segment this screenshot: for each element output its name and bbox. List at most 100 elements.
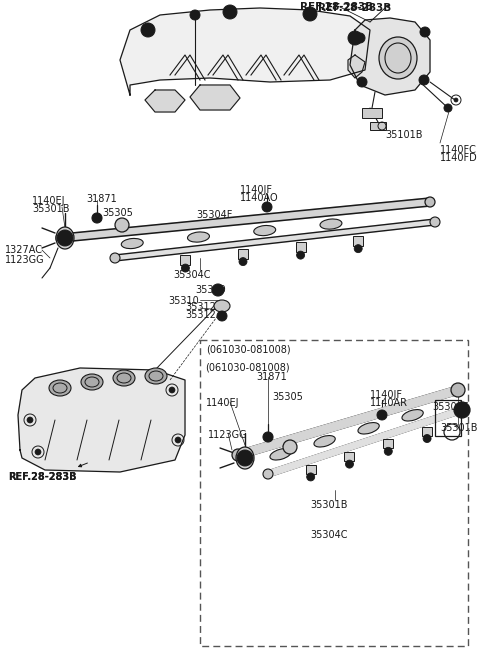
Circle shape [145, 27, 151, 33]
Circle shape [360, 79, 364, 85]
Ellipse shape [270, 449, 291, 460]
Bar [200, 340, 468, 646]
Text: REF.28-283B: REF.28-283B [318, 3, 391, 13]
Ellipse shape [49, 380, 71, 396]
Circle shape [454, 98, 458, 102]
Ellipse shape [188, 232, 209, 242]
Circle shape [237, 450, 253, 466]
Text: 1140AR: 1140AR [370, 398, 408, 408]
Text: 35301B: 35301B [32, 204, 70, 214]
Circle shape [217, 311, 227, 321]
Text: 1140FC: 1140FC [440, 145, 477, 155]
Bar [435, 400, 461, 436]
Circle shape [354, 245, 362, 253]
Circle shape [352, 35, 358, 41]
Text: 1140JF: 1140JF [370, 390, 403, 400]
Bar [370, 122, 386, 130]
Circle shape [181, 264, 190, 272]
Ellipse shape [232, 449, 244, 461]
Ellipse shape [56, 227, 74, 249]
Ellipse shape [81, 374, 103, 390]
Circle shape [169, 387, 175, 393]
Circle shape [27, 417, 33, 423]
Circle shape [35, 449, 41, 455]
Text: 35301B: 35301B [310, 500, 348, 510]
Polygon shape [18, 368, 185, 472]
Text: 31871: 31871 [256, 372, 287, 382]
Ellipse shape [283, 440, 297, 454]
Circle shape [346, 460, 353, 468]
Ellipse shape [110, 253, 120, 263]
Ellipse shape [320, 219, 342, 229]
Text: 1327AC: 1327AC [5, 245, 43, 255]
Circle shape [444, 104, 452, 112]
Ellipse shape [145, 368, 167, 384]
Polygon shape [237, 386, 459, 459]
Text: 1123GG: 1123GG [5, 255, 45, 265]
Circle shape [384, 447, 392, 455]
Ellipse shape [402, 409, 423, 421]
Ellipse shape [214, 300, 230, 312]
Text: 35305: 35305 [272, 392, 303, 402]
Circle shape [423, 434, 431, 443]
Text: 35305: 35305 [102, 208, 133, 218]
Text: (061030-081008): (061030-081008) [205, 362, 289, 372]
Circle shape [377, 410, 387, 420]
Circle shape [263, 432, 273, 442]
Bar [296, 242, 306, 252]
Circle shape [355, 33, 365, 43]
Text: 1140AO: 1140AO [240, 193, 278, 203]
Text: 35301B: 35301B [440, 423, 478, 433]
Circle shape [227, 9, 233, 15]
Bar [238, 249, 248, 258]
Ellipse shape [113, 370, 135, 386]
Circle shape [307, 11, 313, 17]
Circle shape [212, 284, 224, 296]
Ellipse shape [121, 238, 143, 249]
Ellipse shape [56, 232, 68, 244]
Text: 1140EJ: 1140EJ [206, 398, 240, 408]
Bar [362, 108, 382, 118]
Circle shape [262, 202, 272, 212]
Ellipse shape [453, 385, 463, 395]
Text: 35310: 35310 [168, 296, 199, 306]
Polygon shape [145, 90, 185, 112]
Text: REF.28-283B: REF.28-283B [8, 472, 76, 482]
Circle shape [190, 10, 200, 20]
Circle shape [57, 230, 73, 246]
Text: 35304C: 35304C [310, 530, 348, 540]
Circle shape [419, 75, 429, 85]
Bar [383, 440, 393, 448]
Polygon shape [190, 85, 240, 110]
Text: 1140FD: 1140FD [440, 153, 478, 163]
Ellipse shape [254, 226, 276, 236]
Ellipse shape [379, 37, 417, 79]
Circle shape [307, 473, 315, 481]
Ellipse shape [451, 383, 465, 397]
Bar [345, 452, 354, 461]
Polygon shape [267, 407, 463, 477]
Text: REF.28-283B: REF.28-283B [300, 2, 373, 12]
Text: 35101B: 35101B [385, 130, 422, 140]
Ellipse shape [263, 469, 273, 479]
Circle shape [358, 35, 362, 41]
Ellipse shape [115, 218, 129, 232]
Text: 35304F: 35304F [432, 402, 468, 412]
Ellipse shape [425, 197, 435, 207]
Polygon shape [120, 8, 370, 95]
Circle shape [303, 7, 317, 21]
Polygon shape [348, 55, 365, 78]
Text: 35309: 35309 [195, 285, 226, 295]
Circle shape [420, 27, 430, 37]
Bar [306, 465, 316, 474]
Ellipse shape [236, 447, 254, 469]
Polygon shape [115, 219, 435, 261]
Circle shape [92, 213, 102, 223]
Circle shape [454, 402, 470, 418]
Circle shape [297, 251, 305, 259]
Bar [422, 426, 432, 436]
Bar [180, 255, 191, 265]
Text: 1140JF: 1140JF [240, 185, 273, 195]
Ellipse shape [358, 422, 379, 434]
Ellipse shape [314, 436, 335, 447]
